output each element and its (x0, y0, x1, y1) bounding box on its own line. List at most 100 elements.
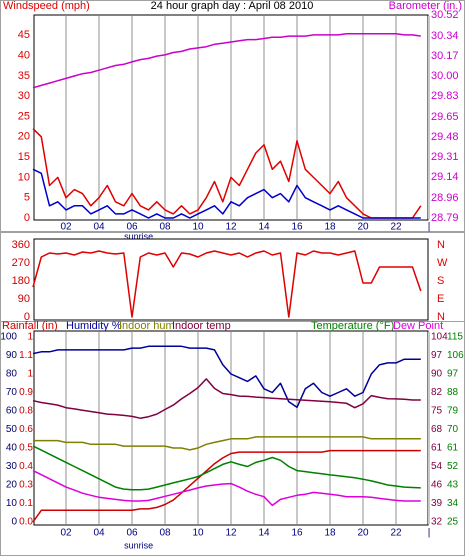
legend-entry: Temperature (°F) (311, 320, 394, 332)
annotation: sunrise (124, 540, 153, 550)
y-tick-label: 90 (18, 293, 30, 305)
x-tick-label: 20 (357, 222, 369, 233)
y4-tick-label: 1 (27, 332, 33, 343)
legend-entry: Indoor hum (119, 320, 175, 332)
y2-tick-label: 30.34 (431, 30, 459, 42)
y-tick-label: 0 (24, 311, 30, 323)
y-tick-label: 90 (6, 350, 18, 361)
y3-tick-label: 34 (447, 498, 459, 509)
chart-title: 24 hour graph day : April 08 2010 (151, 0, 314, 12)
y3-tick-label: 25 (447, 517, 459, 528)
legend-entry: Indoor temp (172, 320, 231, 332)
plot-area (33, 238, 429, 321)
y3-tick-label: 115 (447, 332, 463, 343)
y-tick-label: 50 (6, 424, 18, 435)
y2-tick-label: 46 (431, 480, 443, 491)
legend-entry: Rainfall (in) (2, 320, 58, 332)
y2-tick-label: 97 (431, 350, 443, 361)
y4-tick-label: 0.3 (19, 480, 33, 491)
y2-tick-label: 29.83 (431, 90, 459, 102)
y2-tick-label: 90 (431, 369, 443, 380)
x-tick-label: 22 (390, 222, 402, 233)
y-tick-label: 45 (18, 29, 30, 41)
y2-tick-label: 29.31 (431, 151, 459, 163)
y3-tick-label: 52 (447, 461, 459, 472)
y2-tick-label: E (437, 293, 444, 305)
x-tick-label: | (428, 528, 431, 539)
y2-tick-label: 68 (431, 424, 443, 435)
y-tick-label: 360 (12, 239, 30, 251)
x-tick-label: 02 (60, 528, 72, 539)
y4-tick-label: 0.9 (19, 387, 33, 398)
legend-entry: Humidity % (66, 320, 122, 332)
y2-tick-label: W (437, 257, 448, 269)
series-line (32, 250, 422, 318)
x-tick-label: 16 (291, 528, 303, 539)
x-tick-label: 22 (390, 528, 402, 539)
y-tick-label: 180 (12, 275, 30, 287)
y2-axis-label: Barometer (in.) (389, 0, 462, 12)
y-tick-label: 270 (12, 257, 30, 269)
x-tick-label: 04 (93, 222, 105, 233)
series-line (32, 168, 421, 219)
y2-tick-label: 29.48 (431, 131, 459, 143)
y4-tick-label: 0.6 (19, 424, 33, 435)
y-tick-label: 20 (6, 480, 18, 491)
y4-tick-label: 0.8 (19, 406, 33, 417)
y-tick-label: 5 (24, 192, 30, 204)
y2-tick-label: 82 (431, 387, 443, 398)
series-line (32, 378, 421, 419)
y3-tick-label: 61 (447, 443, 459, 454)
y-tick-label: 80 (6, 369, 18, 380)
series-line (32, 469, 421, 507)
y-tick-label: 0 (24, 212, 30, 224)
y4-tick-label: 1 (27, 369, 33, 380)
y4-tick-label: 0.5 (19, 443, 33, 454)
x-tick-label: 12 (225, 528, 237, 539)
y-tick-label: 60 (6, 406, 18, 417)
x-tick-label: 16 (291, 222, 303, 233)
series-line (32, 345, 421, 409)
y2-tick-label: N (437, 239, 445, 251)
y-tick-label: 15 (18, 151, 30, 163)
y4-tick-label: 0.0 (19, 517, 33, 528)
y-tick-label: 20 (18, 131, 30, 143)
y3-tick-label: 79 (447, 406, 459, 417)
y3-tick-label: 70 (447, 424, 459, 435)
y-tick-label: 40 (18, 50, 30, 62)
y-tick-label: 0 (11, 517, 17, 528)
y-tick-label: 70 (6, 387, 18, 398)
series-line (32, 33, 421, 89)
y2-tick-label: 29.65 (431, 111, 459, 123)
x-tick-label: 02 (60, 222, 72, 233)
y3-tick-label: 97 (447, 369, 459, 380)
x-tick-label: 10 (192, 528, 204, 539)
x-tick-label: 20 (357, 528, 369, 539)
series-line (32, 128, 422, 219)
y2-tick-label: 28.79 (431, 212, 459, 224)
y2-tick-label: N (437, 311, 445, 323)
y2-tick-label: 61 (431, 443, 443, 454)
x-tick-label: 08 (159, 528, 171, 539)
y2-tick-label: 32 (431, 517, 443, 528)
x-tick-label: 18 (324, 528, 336, 539)
y2-tick-label: 29.14 (431, 171, 459, 183)
y2-tick-label: 30.52 (431, 9, 459, 21)
legend-entry: Dew Point (393, 320, 443, 332)
annotation: sunrise (124, 231, 153, 241)
series-line (32, 445, 421, 491)
y-tick-label: 10 (18, 171, 30, 183)
x-tick-label: 12 (225, 222, 237, 233)
y-tick-label: 30 (6, 461, 18, 472)
y4-tick-label: 0.1 (19, 498, 33, 509)
y3-tick-label: 106 (447, 350, 464, 361)
y3-tick-label: 88 (447, 387, 459, 398)
y-tick-label: 25 (18, 110, 30, 122)
y-axis-label: Windspeed (mph) (3, 0, 90, 12)
x-tick-label: 06 (126, 528, 138, 539)
x-tick-label: 10 (192, 222, 204, 233)
x-tick-label: 14 (258, 222, 270, 233)
x-tick-label: 14 (258, 528, 270, 539)
series-line (33, 436, 421, 451)
